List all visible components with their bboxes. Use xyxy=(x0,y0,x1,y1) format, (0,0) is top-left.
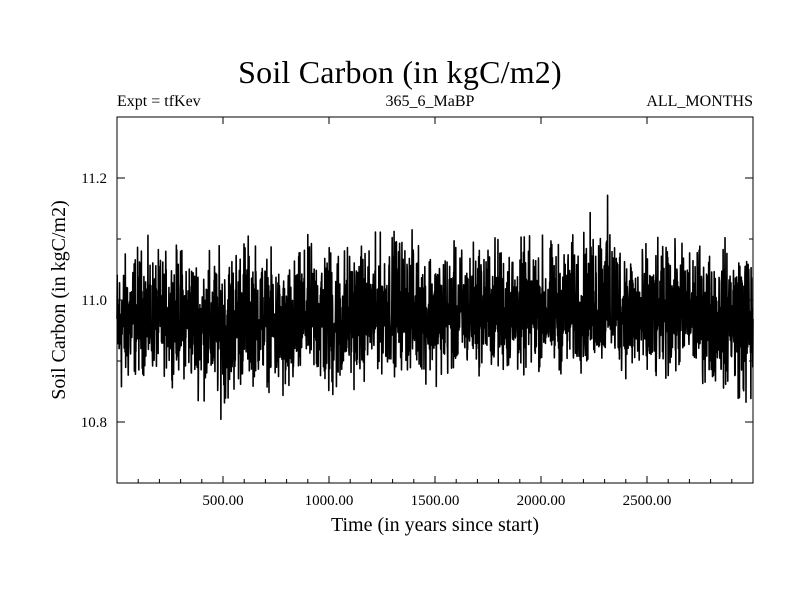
ticks-layer: 500.00 1000.00 1500.00 2000.00 2500.00 10.8 11… xyxy=(81,116,753,509)
series-layer xyxy=(116,194,754,421)
soil-carbon-series-line xyxy=(116,194,754,421)
y-tick-label: 11.2 xyxy=(81,171,107,187)
x-tick-label: 1000.00 xyxy=(305,493,354,509)
period-label: 365_6_MaBP xyxy=(385,93,475,110)
months-label: ALL_MONTHS xyxy=(646,93,753,110)
experiment-label: Expt = tfKev xyxy=(117,93,201,110)
y-axis-label: Soil Carbon (in kgC/m2) xyxy=(48,200,70,399)
x-tick-label: 2500.00 xyxy=(623,493,672,509)
chart-title: Soil Carbon (in kgC/m2) xyxy=(238,54,562,90)
y-tick-label: 11.0 xyxy=(81,293,107,309)
x-tick-label: 2000.00 xyxy=(517,493,566,509)
y-tick-label: 10.8 xyxy=(81,415,107,431)
x-tick-label: 500.00 xyxy=(202,493,243,509)
x-tick-label: 1500.00 xyxy=(411,493,460,509)
x-axis-label: Time (in years since start) xyxy=(331,514,539,536)
